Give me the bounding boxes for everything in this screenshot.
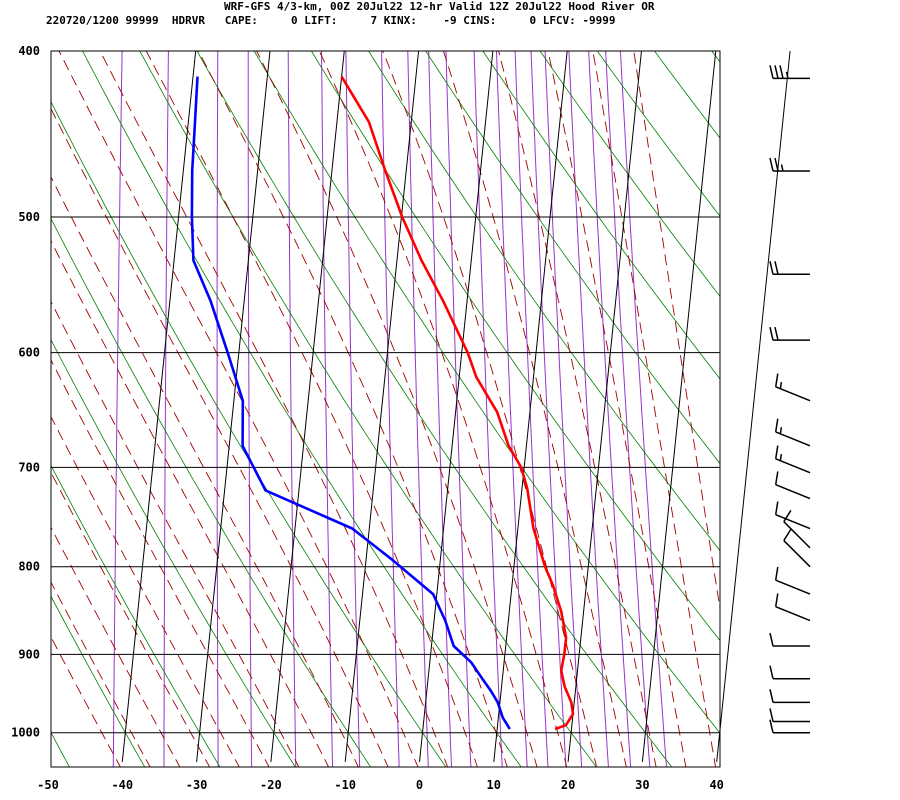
moist-adiabat-line xyxy=(58,51,419,767)
isotherm-line xyxy=(493,50,568,762)
mixing-ratio-line xyxy=(381,51,400,767)
wind-barb xyxy=(774,593,811,622)
dry-adiabat-line xyxy=(139,51,597,767)
isotherm-line xyxy=(567,50,642,762)
wind-barb xyxy=(769,632,810,647)
x-tick-label: -40 xyxy=(111,778,133,792)
wind-barb xyxy=(774,445,811,474)
x-tick-label: -10 xyxy=(334,778,356,792)
wind-barb xyxy=(774,566,811,595)
dry-adiabat-line xyxy=(51,595,146,767)
isotherm-line xyxy=(196,50,271,762)
mixing-ratio-line xyxy=(112,51,123,767)
isotherm-line xyxy=(641,50,717,762)
dry-adiabat-line xyxy=(539,51,720,298)
y-tick-label: 500 xyxy=(18,210,40,224)
wind-barb xyxy=(774,373,811,402)
wind-barb xyxy=(774,418,811,447)
y-tick-label: 400 xyxy=(18,44,40,58)
moist-adiabat-line xyxy=(145,51,478,767)
wind-barb xyxy=(769,708,810,723)
moist-adiabat-line xyxy=(633,51,720,612)
wind-barb xyxy=(769,261,810,276)
dry-adiabat-line xyxy=(868,32,900,769)
isotherm-line xyxy=(270,50,345,762)
moist-adiabat-line xyxy=(51,300,300,767)
dry-adiabat-line xyxy=(51,464,221,767)
moist-adiabat-line xyxy=(51,581,151,767)
mixing-ratio-line xyxy=(473,51,503,767)
x-tick-label: 20 xyxy=(561,778,575,792)
isotherm-line xyxy=(716,50,791,762)
dry-adiabat-line xyxy=(310,51,720,642)
x-tick-label: 30 xyxy=(635,778,649,792)
wind-barb xyxy=(783,528,811,568)
mixing-ratio-line xyxy=(530,51,567,767)
moist-adiabat-line xyxy=(51,107,389,767)
isotherm-line xyxy=(418,50,494,762)
y-tick-label: 900 xyxy=(18,647,40,661)
wind-barb xyxy=(774,471,811,500)
wind-barb xyxy=(769,665,810,680)
mixing-ratio-line xyxy=(428,51,453,767)
moist-adiabat-line xyxy=(256,51,538,767)
wind-barb xyxy=(769,157,810,172)
isotherm-line xyxy=(121,50,197,762)
x-tick-label: -20 xyxy=(260,778,282,792)
wind-barb xyxy=(769,689,810,704)
dewpoint-profile-line xyxy=(190,76,511,730)
isotherm-line xyxy=(344,50,420,762)
moist-adiabat-line xyxy=(51,239,330,767)
moist-adiabat-line xyxy=(198,51,508,767)
dry-adiabat-line xyxy=(82,51,522,767)
moist-adiabat-line xyxy=(51,526,181,767)
moist-adiabat-line xyxy=(442,51,627,767)
x-tick-label: -50 xyxy=(37,778,59,792)
moist-adiabat-line xyxy=(382,51,598,767)
y-tick-label: 1000 xyxy=(11,726,40,740)
x-tick-label: 10 xyxy=(487,778,501,792)
dry-adiabat-line xyxy=(51,338,296,767)
temperature-profile-line xyxy=(340,75,575,731)
moist-adiabat-line xyxy=(51,176,359,767)
y-tick-label: 800 xyxy=(18,560,40,574)
dry-adiabat-line xyxy=(811,32,900,769)
dry-adiabat-line xyxy=(754,32,900,769)
station-indices-line: 220720/1200 99999 HDRVR CAPE: 0 LIFT: 7 … xyxy=(46,14,616,27)
y-tick-label: 600 xyxy=(18,346,40,360)
moist-adiabat-line xyxy=(498,51,657,767)
mixing-ratio-line xyxy=(287,51,297,767)
chart-title: WRF-GFS 4/3-km, 00Z 20Jul22 12-hr Valid … xyxy=(224,0,655,13)
y-tick-label: 700 xyxy=(18,460,40,474)
mixing-ratio-line xyxy=(216,51,219,767)
moist-adiabat-line xyxy=(592,51,717,767)
wind-barb xyxy=(769,65,810,80)
moist-adiabat-line xyxy=(51,358,270,767)
x-tick-label: 40 xyxy=(709,778,723,792)
dry-adiabat-line xyxy=(596,51,720,217)
mixing-ratio-line xyxy=(605,51,651,767)
dry-adiabat-line xyxy=(253,51,720,734)
wind-barb xyxy=(774,501,811,530)
moist-adiabat-line xyxy=(51,636,121,767)
mixing-ratio-line xyxy=(320,51,334,767)
moist-adiabat-line xyxy=(318,51,568,767)
wind-barb xyxy=(769,326,810,341)
moist-adiabat-line xyxy=(547,51,687,767)
moist-adiabat-line xyxy=(51,415,240,767)
plot-frame xyxy=(50,50,721,768)
x-tick-label: 0 xyxy=(416,778,423,792)
mixing-ratio-line xyxy=(568,51,609,767)
wind-barb xyxy=(769,719,810,734)
mixing-ratio-line xyxy=(619,51,667,767)
wind-barb xyxy=(783,509,811,549)
x-tick-label: -30 xyxy=(186,778,208,792)
mixing-ratio-line xyxy=(345,51,361,767)
moist-adiabat-line xyxy=(51,471,211,767)
